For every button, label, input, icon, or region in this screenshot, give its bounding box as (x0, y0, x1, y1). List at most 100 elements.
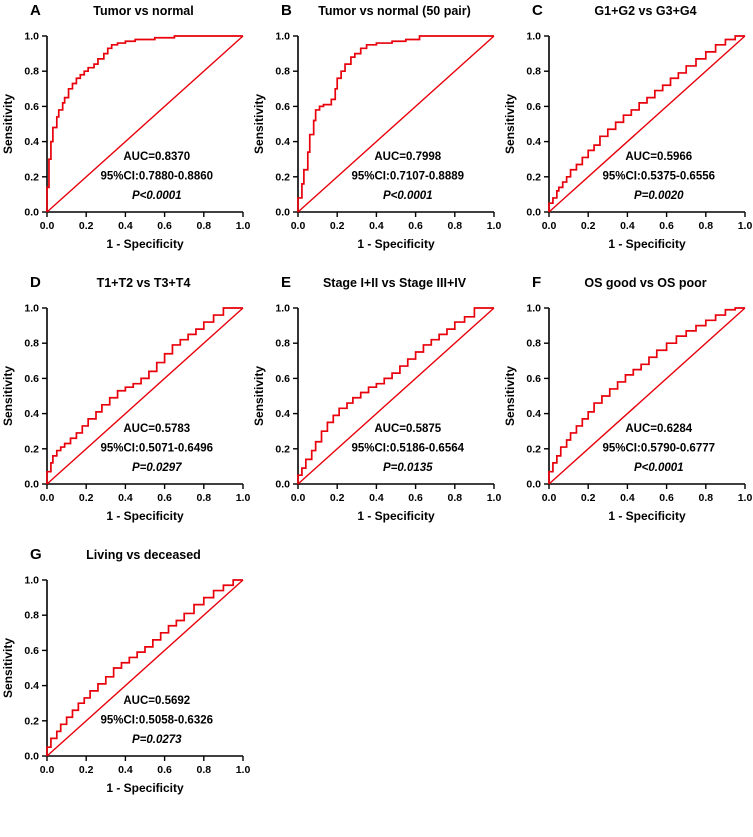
x-tick-label: 1.0 (236, 764, 251, 776)
x-tick-label: 0.0 (542, 492, 557, 504)
reference-line (46, 307, 244, 485)
panel-letter: E (281, 274, 292, 291)
roc-panel-F: F OS good vs OS poor 0.0 0.0 0.2 0.2 0.4 0.4 0.6… (502, 272, 753, 544)
panel-letter: G (30, 546, 42, 563)
y-tick-label: 0.4 (24, 680, 39, 692)
roc-plot: 0.00.0 0.2 0.2 0.4 0.4 0.6 0.6 0.8 0.8 1.0 1.0 1 - … (252, 31, 502, 252)
y-axis-label: Sensitivity (1, 94, 15, 154)
y-tick-label: 1.0 (526, 31, 541, 43)
x-tick-label: 0.8 (196, 220, 211, 232)
y-tick-label: 0.0 (275, 207, 290, 219)
y-tick-label: 1.0 (526, 303, 541, 315)
panel-title: Living vs deceased (86, 548, 201, 562)
auc-label: AUC=0.7998 (374, 151, 441, 163)
y-tick-label: 0.6 (24, 101, 39, 113)
x-tick-label: 0.2 (330, 492, 345, 504)
auc-label: AUC=0.5966 (625, 151, 692, 163)
x-tick-label: 1.0 (236, 492, 251, 504)
ci-label: 95%CI:0.7107-0.8889 (351, 170, 464, 182)
y-tick-label: 1.0 (24, 31, 39, 43)
roc-panel-G: G Living vs deceased 0.0 0.0 0.2 0.2 0.4 0.4 0.6… (0, 544, 251, 816)
x-tick-label: 0.6 (408, 492, 423, 504)
y-axis-label: Sensitivity (503, 366, 517, 426)
y-tick-label: 0.6 (275, 373, 290, 385)
roc-panel-B: B Tumor vs normal (50 pair) 0.0 0.0 0.2 0.2 0.… (251, 0, 502, 272)
reference-line (297, 307, 495, 485)
roc-panel-C: C G1+G2 vs G3+G4 0.0 0.0 0.2 0.2 0.4 0.4 0.6 0.6 0… (502, 0, 753, 272)
panel-title: T1+T2 vs T3+T4 (96, 276, 191, 290)
y-tick-label: 0.8 (24, 66, 39, 78)
y-tick-label: 0.8 (526, 66, 541, 78)
y-tick-label: 1.0 (24, 575, 39, 587)
x-axis-label: 1 - Specificity (357, 509, 435, 523)
x-tick-label: 0.6 (157, 764, 172, 776)
auc-label: AUC=0.6284 (625, 423, 692, 435)
y-tick-label: 0.6 (24, 645, 39, 657)
p-value-label: P=0.0273 (132, 734, 182, 746)
x-tick-label: 0.0 (40, 492, 55, 504)
y-tick-label: 0.6 (526, 373, 541, 385)
roc-curve (46, 579, 243, 756)
x-tick-label: 0.4 (118, 492, 133, 504)
x-tick-label: 0.4 (620, 492, 635, 504)
x-tick-label: 0.2 (79, 220, 94, 232)
x-tick-label: 0.8 (447, 220, 462, 232)
roc-curve (297, 307, 494, 484)
p-value-label: P<0.0001 (383, 190, 433, 202)
reference-line (548, 35, 746, 213)
panel-letter: C (532, 2, 543, 19)
x-axis-label: 1 - Specificity (106, 237, 184, 251)
x-axis-label: 1 - Specificity (106, 781, 184, 795)
panel-letter: B (281, 2, 292, 19)
x-tick-label: 0.0 (542, 220, 557, 232)
y-tick-label: 0.2 (526, 443, 541, 455)
reference-line (548, 307, 746, 485)
panel-title: Tumor vs normal (93, 4, 194, 18)
x-tick-label: 1.0 (487, 492, 502, 504)
x-tick-label: 0.8 (196, 764, 211, 776)
x-tick-label: 0.2 (79, 492, 94, 504)
roc-curve (297, 35, 494, 212)
y-tick-label: 0.8 (24, 610, 39, 622)
x-tick-label: 0.6 (408, 220, 423, 232)
x-tick-label: 1.0 (738, 492, 753, 504)
x-tick-label: 0.2 (79, 764, 94, 776)
y-tick-label: 0.6 (526, 101, 541, 113)
ci-label: 95%CI:0.5186-0.6564 (351, 442, 464, 454)
x-tick-label: 0.8 (698, 492, 713, 504)
auc-label: AUC=0.8370 (123, 151, 190, 163)
panel-title: OS good vs OS poor (584, 276, 707, 290)
roc-plot: 0.00.0 0.2 0.2 0.4 0.4 0.6 0.6 0.8 0.8 1.0 1.0 1 - … (503, 31, 752, 252)
y-tick-label: 0.0 (526, 479, 541, 491)
x-tick-label: 0.4 (118, 220, 133, 232)
x-axis-label: 1 - Specificity (608, 237, 686, 251)
reference-line (297, 35, 495, 213)
x-tick-label: 1.0 (487, 220, 502, 232)
y-tick-label: 0.4 (526, 136, 541, 148)
roc-panel-A: A Tumor vs normal 0.0 0.0 0.2 0.2 0.4 0.4 0.6 0.6… (0, 0, 251, 272)
x-axis-label: 1 - Specificity (106, 509, 184, 523)
x-tick-label: 0.6 (157, 492, 172, 504)
y-tick-label: 0.8 (526, 338, 541, 350)
y-tick-label: 0.4 (24, 136, 39, 148)
p-value-label: P=0.0297 (132, 462, 182, 474)
roc-curve (46, 307, 243, 484)
roc-figure-grid: A Tumor vs normal 0.0 0.0 0.2 0.2 0.4 0.4 0.6 0.6… (0, 0, 753, 816)
y-tick-label: 1.0 (275, 303, 290, 315)
panel-letter: F (532, 274, 542, 291)
y-axis-label: Sensitivity (1, 638, 15, 698)
x-tick-label: 0.4 (620, 220, 635, 232)
x-tick-label: 0.4 (369, 492, 384, 504)
roc-plot: 0.00.0 0.2 0.2 0.4 0.4 0.6 0.6 0.8 0.8 1.0 1.0 1 - … (1, 575, 251, 796)
roc-panel-E: E Stage I+II vs Stage III+IV 0.0 0.0 0.2 0.2 0… (251, 272, 502, 544)
y-tick-label: 0.0 (24, 479, 39, 491)
y-tick-label: 0.2 (526, 171, 541, 183)
y-axis-label: Sensitivity (1, 366, 15, 426)
p-value-label: P<0.0001 (132, 190, 182, 202)
y-axis-label: Sensitivity (252, 94, 266, 154)
ci-label: 95%CI:0.5058-0.6326 (100, 714, 213, 726)
x-tick-label: 0.2 (330, 220, 345, 232)
y-axis-label: Sensitivity (252, 366, 266, 426)
y-tick-label: 1.0 (24, 303, 39, 315)
x-tick-label: 0.0 (291, 492, 306, 504)
